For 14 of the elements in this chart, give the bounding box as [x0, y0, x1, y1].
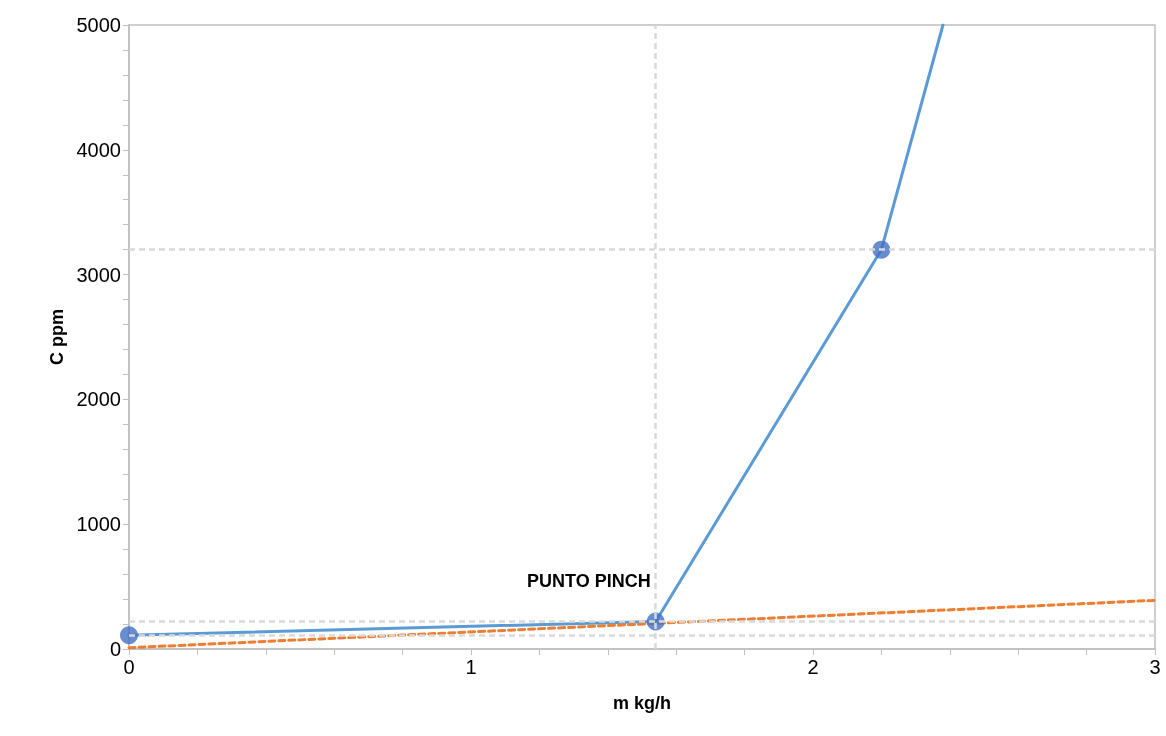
x-tick-label: 0	[123, 656, 135, 678]
x-tick-label: 3	[1149, 656, 1161, 678]
y-tick-label: 4000	[76, 138, 121, 161]
y-tick-label: 2000	[76, 388, 121, 411]
y-tick-label: 3000	[76, 263, 121, 286]
y-tick-label: 1000	[76, 513, 121, 536]
y-tick-label: 5000	[76, 14, 121, 36]
x-tick-label: 1	[465, 656, 477, 678]
point	[120, 626, 138, 645]
x-tick-label: 2	[807, 656, 819, 678]
y-tick-label: 0	[109, 638, 121, 660]
annotation: PUNTO PINCH	[526, 570, 651, 591]
x-axis-title: m kg/h	[612, 693, 672, 713]
y-axis-title: C ppm	[46, 309, 67, 365]
